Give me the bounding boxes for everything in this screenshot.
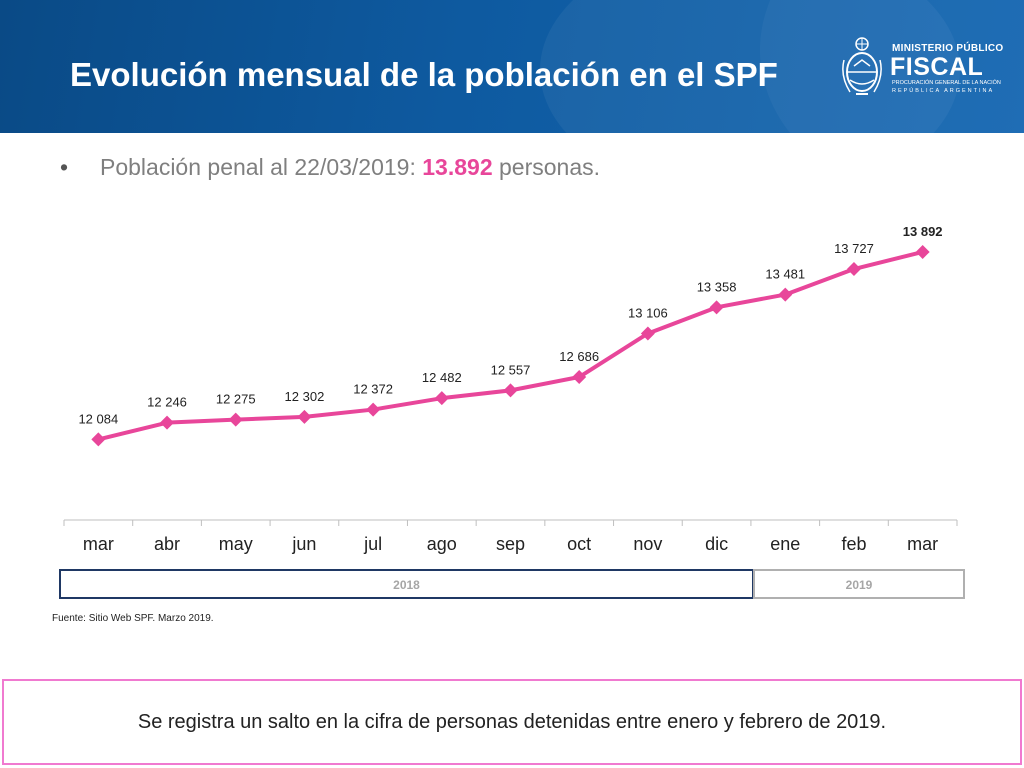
callout-text: Se registra un salto en la cifra de pers… xyxy=(137,711,887,733)
coat-of-arms-icon xyxy=(842,37,882,95)
data-label-8: 13 106 xyxy=(628,305,668,320)
data-label-3: 12 302 xyxy=(285,389,325,404)
bullet-marker: • xyxy=(60,154,69,180)
bullet-suffix: personas. xyxy=(499,154,601,180)
year-label-2018: 2018 xyxy=(393,578,420,592)
x-tick-label-1: abr xyxy=(154,534,180,554)
x-tick-label-10: ene xyxy=(770,534,800,554)
data-label-12: 13 892 xyxy=(903,224,943,239)
population-highlight: 13.892 xyxy=(422,154,493,180)
data-label-5: 12 482 xyxy=(422,370,462,385)
logo-line-2: FISCAL xyxy=(890,53,984,81)
header-decoration xyxy=(540,0,960,133)
x-tick-label-9: dic xyxy=(705,534,728,554)
x-tick-label-7: oct xyxy=(567,534,591,554)
year-label-2019: 2019 xyxy=(846,578,873,592)
data-point-11 xyxy=(846,262,861,277)
header-decoration xyxy=(760,0,1024,133)
data-point-10 xyxy=(778,287,793,302)
bullet-colon: : xyxy=(409,154,416,180)
data-point-7 xyxy=(572,370,587,385)
data-point-5 xyxy=(434,391,449,406)
x-tick-label-4: jul xyxy=(363,534,382,554)
x-tick-label-6: sep xyxy=(496,534,525,554)
source-note: Fuente: Sitio Web SPF. Marzo 2019. xyxy=(52,613,214,624)
x-tick-label-12: mar xyxy=(907,534,938,554)
data-point-3 xyxy=(297,409,312,424)
data-label-2: 12 275 xyxy=(216,392,256,407)
x-tick-label-11: feb xyxy=(841,534,866,554)
x-tick-label-2: may xyxy=(219,534,253,554)
data-label-11: 13 727 xyxy=(834,241,874,256)
data-label-9: 13 358 xyxy=(697,279,737,294)
logo-line-4: REPÚBLICA ARGENTINA xyxy=(892,88,995,94)
data-point-1 xyxy=(160,415,175,430)
logo-line-1: MINISTERIO PÚBLICO xyxy=(892,43,1004,54)
data-label-10: 13 481 xyxy=(765,267,805,282)
data-label-7: 12 686 xyxy=(559,349,599,364)
year-box-2019 xyxy=(753,569,965,599)
logo-line-3: PROCURACIÓN GENERAL DE LA NACIÓN xyxy=(892,80,1001,86)
data-label-1: 12 246 xyxy=(147,395,187,410)
data-point-2 xyxy=(228,412,243,427)
data-point-8 xyxy=(640,326,655,341)
page-title: Evolución mensual de la población en el … xyxy=(70,56,778,93)
x-tick-label-0: mar xyxy=(83,534,114,554)
data-point-0 xyxy=(91,432,106,447)
population-line-chart: mar abr may jun jul ago sep oct nov dic ene feb mar 1… xyxy=(59,224,965,599)
data-point-12 xyxy=(915,244,930,259)
data-label-4: 12 372 xyxy=(353,382,393,397)
ministerio-publico-fiscal-logo: MINISTERIO PÚBLICO FISCAL PROCURACIÓN GE… xyxy=(840,34,1003,104)
population-bullet: • Población penal al 22/03/2019: 13.892 p… xyxy=(60,154,600,181)
data-label-0: 12 084 xyxy=(78,411,118,426)
data-point-4 xyxy=(366,402,381,417)
x-tick-label-5: ago xyxy=(427,534,457,554)
callout-box: Se registra un salto en la cifra de pers… xyxy=(2,679,1022,765)
x-tick-label-3: jun xyxy=(291,534,316,554)
data-point-9 xyxy=(709,300,724,315)
data-label-6: 12 557 xyxy=(491,362,531,377)
header-banner: Evolución mensual de la población en el … xyxy=(0,0,1024,133)
x-tick-label-8: nov xyxy=(633,534,662,554)
data-point-6 xyxy=(503,383,518,398)
bullet-prefix: Población penal al 22/03/2019 xyxy=(100,154,410,180)
